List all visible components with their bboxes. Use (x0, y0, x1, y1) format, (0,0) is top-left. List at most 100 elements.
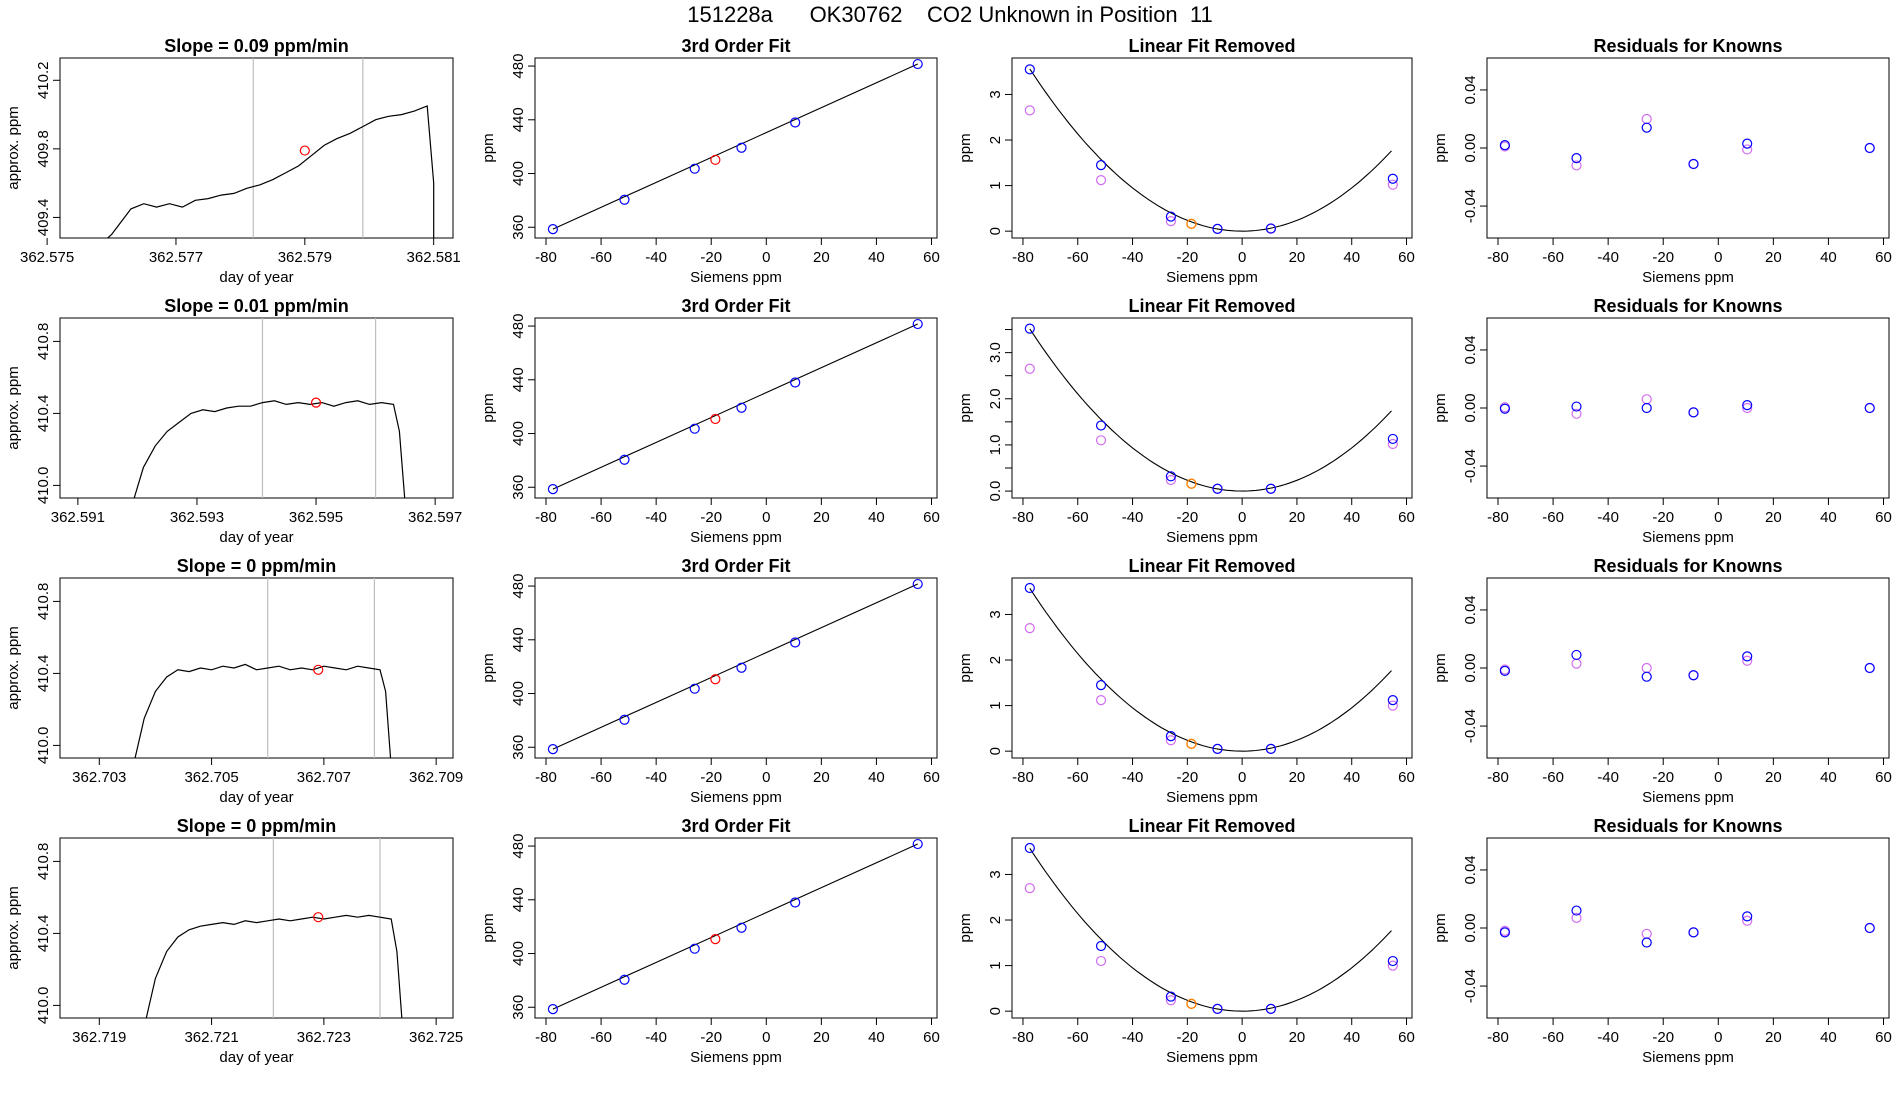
x-tick-label-r3-resid: 60 (1875, 769, 1892, 786)
x-tick-label-r1-trace: 362.577 (149, 249, 203, 266)
y-tick-label-r2-fit: 480 (510, 314, 527, 339)
y-axis-label-r2-fit: ppm (480, 393, 497, 422)
known-point-r4-fit (790, 897, 801, 908)
x-axis-label-r2-linfit: Siemens ppm (1166, 529, 1258, 546)
known-point-r1-linfit (1165, 211, 1177, 222)
y-tick-label-r1-linfit: 0 (987, 227, 1004, 235)
known-point-r3-fit (736, 662, 747, 673)
x-tick-label-r3-fit: -60 (590, 769, 612, 786)
x-tick-label-r1-linfit: 60 (1398, 249, 1415, 266)
panel-title-r3-linfit: Linear Fit Removed (1128, 556, 1295, 576)
x-tick-label-r1-resid: -80 (1487, 249, 1509, 266)
known-point-alt-r4-linfit (1165, 995, 1177, 1006)
x-tick-label-r4-linfit: 40 (1343, 1029, 1360, 1046)
x-tick-label-r1-fit: 60 (923, 249, 940, 266)
x-tick-label-r4-resid: 40 (1820, 1029, 1837, 1046)
residual-point-r2-resid (1688, 407, 1699, 418)
known-point-alt-r4-linfit (1095, 955, 1107, 967)
y-axis-label-r2-linfit: ppm (957, 393, 974, 422)
y-tick-label-r4-resid: 0.04 (1462, 855, 1479, 884)
known-point-r1-linfit (1095, 159, 1107, 171)
x-tick-label-r1-linfit: -80 (1012, 249, 1034, 266)
residual-point-r1-resid (1742, 138, 1753, 149)
y-tick-label-r1-resid: 0.00 (1462, 133, 1479, 162)
x-tick-label-r2-resid: 0 (1714, 509, 1722, 526)
panel-title-r1-resid: Residuals for Knowns (1593, 36, 1782, 56)
x-tick-label-r4-linfit: -40 (1122, 1029, 1144, 1046)
known-point-r2-fit (912, 318, 923, 330)
y-tick-label-r2-linfit: 2.0 (987, 388, 1004, 409)
y-tick-label-r1-resid: -0.04 (1462, 189, 1479, 223)
known-point-r4-linfit (1165, 991, 1177, 1002)
known-point-r1-linfit (1024, 64, 1035, 75)
residual-point-alt-r2-resid (1641, 394, 1652, 405)
x-tick-label-r2-fit: 20 (813, 509, 830, 526)
x-tick-label-r2-fit: 40 (868, 509, 885, 526)
x-tick-label-r4-fit: 60 (923, 1029, 940, 1046)
x-tick-label-r1-resid: 20 (1765, 249, 1782, 266)
x-tick-label-r4-fit: -80 (535, 1029, 557, 1046)
x-tick-label-r4-linfit: 0 (1238, 1029, 1246, 1046)
y-tick-label-r4-fit: 480 (510, 834, 527, 859)
x-tick-label-r2-resid: -80 (1487, 509, 1509, 526)
y-axis-label-r4-fit: ppm (480, 913, 497, 942)
known-point-r2-fit (619, 454, 630, 465)
known-point-r4-fit (619, 974, 630, 985)
x-tick-label-r1-trace: 362.581 (407, 249, 461, 266)
y-axis-label-r3-trace: approx. ppm (5, 626, 22, 709)
y-tick-label-r4-fit: 400 (510, 941, 527, 966)
plot-frame-r2-linfit (1011, 317, 1413, 499)
y-axis-label-r1-fit: ppm (480, 133, 497, 162)
plot-frame-r3-trace (59, 577, 454, 759)
known-point-r1-fit (736, 142, 747, 153)
panel-title-r3-trace: Slope = 0 ppm/min (177, 556, 337, 576)
x-tick-label-r2-trace: 362.597 (408, 509, 462, 526)
x-tick-label-r3-resid: -20 (1652, 769, 1674, 786)
x-tick-label-r4-fit: 20 (813, 1029, 830, 1046)
x-tick-label-r3-trace: 362.703 (72, 769, 126, 786)
y-tick-label-r2-resid: 0.04 (1462, 335, 1479, 364)
unknown-point-r1-fit (710, 154, 721, 165)
x-tick-label-r2-resid: -20 (1652, 509, 1674, 526)
known-point-r2-fit (790, 377, 801, 388)
y-tick-label-r3-linfit: 0 (987, 747, 1004, 755)
y-tick-label-r2-linfit: 1.0 (987, 434, 1004, 455)
known-point-alt-r3-linfit (1165, 735, 1177, 746)
x-tick-label-r3-fit: 20 (813, 769, 830, 786)
x-axis-label-r3-trace: day of year (219, 789, 293, 806)
y-tick-label-r4-linfit: 0 (987, 1007, 1004, 1015)
x-axis-label-r4-fit: Siemens ppm (690, 1049, 782, 1066)
x-tick-label-r4-trace: 362.723 (297, 1029, 351, 1046)
x-tick-label-r3-linfit: 40 (1343, 769, 1360, 786)
residual-point-r4-resid (1688, 927, 1699, 938)
known-point-r2-linfit (1212, 483, 1223, 494)
y-tick-label-r3-fit: 400 (510, 681, 527, 706)
x-axis-label-r3-fit: Siemens ppm (690, 789, 782, 806)
known-point-r2-linfit (1024, 323, 1035, 334)
residual-point-alt-r1-resid (1641, 113, 1652, 125)
x-tick-label-r4-resid: -80 (1487, 1029, 1509, 1046)
x-tick-label-r2-linfit: 0 (1238, 509, 1246, 526)
residual-point-r2-resid (1864, 402, 1875, 414)
x-tick-label-r2-linfit: 40 (1343, 509, 1360, 526)
known-point-r4-fit (547, 1004, 558, 1015)
x-tick-label-r3-resid: -40 (1597, 769, 1619, 786)
x-tick-label-r3-linfit: -80 (1012, 769, 1034, 786)
residual-point-r2-resid (1571, 401, 1582, 412)
plot-frame-r2-trace (59, 317, 454, 499)
residual-point-r4-resid (1499, 927, 1510, 938)
x-tick-label-r2-resid: -60 (1542, 509, 1564, 526)
residual-point-r4-resid (1742, 911, 1753, 922)
y-axis-label-r4-resid: ppm (1432, 913, 1449, 942)
residual-point-r3-resid (1499, 665, 1510, 677)
y-tick-label-r3-resid: 0.04 (1462, 595, 1479, 624)
known-point-r2-linfit (1265, 483, 1277, 494)
y-tick-label-r1-resid: 0.04 (1462, 75, 1479, 104)
residual-point-alt-r4-resid (1641, 928, 1652, 939)
plot-frame-r2-resid (1486, 317, 1890, 499)
trace-line-r4-trace (145, 914, 403, 1018)
known-point-r1-fit (689, 163, 700, 174)
x-tick-label-r3-resid: 0 (1714, 769, 1722, 786)
known-point-r3-linfit (1265, 743, 1277, 754)
y-tick-label-r3-fit: 440 (510, 627, 527, 652)
